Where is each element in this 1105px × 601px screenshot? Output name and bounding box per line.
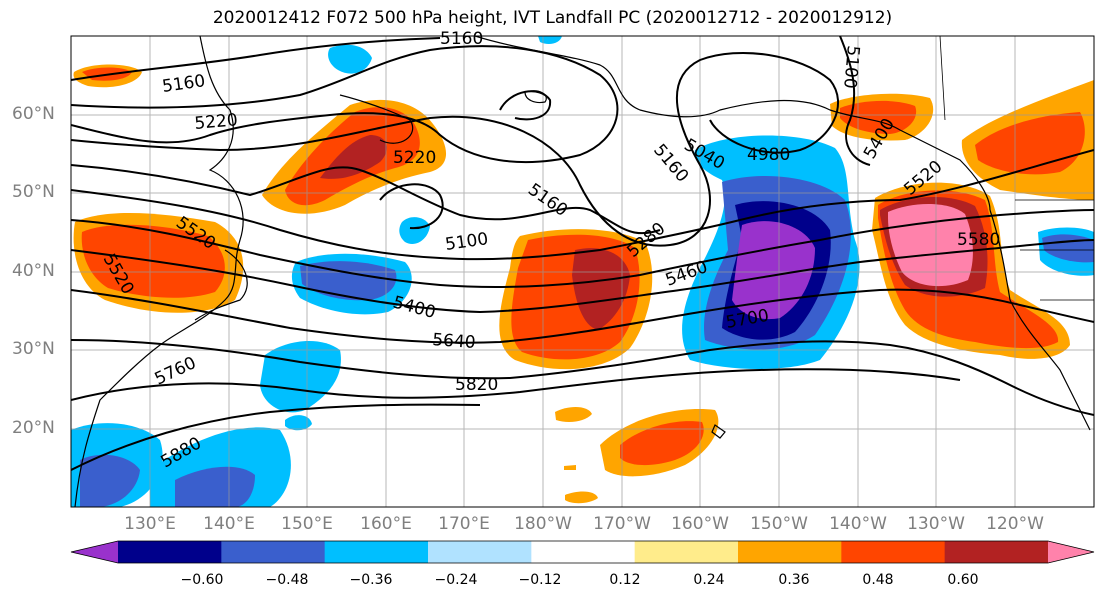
lat-label: 40°N xyxy=(12,261,55,281)
colorbar-tick-label: −0.60 xyxy=(180,572,224,588)
contour-line xyxy=(71,239,1094,314)
ivt-negative-region xyxy=(732,221,815,320)
contour-line xyxy=(71,51,840,247)
colorbar-segment xyxy=(1048,541,1094,563)
map-title: 2020012412 F072 500 hPa height, IVT Land… xyxy=(212,8,893,28)
colorbar-tick-label: 0.12 xyxy=(609,572,641,588)
contour-line xyxy=(71,149,1094,261)
lat-label: 20°N xyxy=(12,418,55,438)
colorbar-outline xyxy=(70,540,1095,564)
height-contours xyxy=(71,36,1094,471)
colorbar-segment xyxy=(841,541,946,563)
colorbar-segment xyxy=(738,541,842,563)
contour-label: 5640 xyxy=(432,330,477,353)
lon-label: 140°E xyxy=(203,514,255,534)
ivt-negative-region xyxy=(538,36,562,44)
contour-label: 5160 xyxy=(440,29,483,49)
lon-label: 170°E xyxy=(438,514,490,534)
contour-line xyxy=(71,45,619,164)
colorbar-segment xyxy=(634,541,739,563)
lon-label: 150°W xyxy=(750,514,808,534)
map-frame xyxy=(70,35,1095,508)
colorbar-tick-label: −0.48 xyxy=(265,572,309,588)
ivt-positive-region xyxy=(572,248,630,330)
contour-label: 5580 xyxy=(957,230,1000,250)
colorbar-tick-label: 0.60 xyxy=(947,572,979,588)
contour-line xyxy=(71,209,1094,288)
contour-line xyxy=(71,403,481,471)
ivt-negative-region xyxy=(175,466,255,507)
colorbar xyxy=(70,540,1095,564)
colorbar-segment xyxy=(71,541,118,563)
colorbar-tick-label: 0.36 xyxy=(778,572,810,588)
colorbar-tick-label: −0.36 xyxy=(349,572,393,588)
state-border xyxy=(939,36,1094,301)
ivt-positive-region xyxy=(555,406,592,422)
contour-line xyxy=(839,36,871,166)
island xyxy=(711,424,726,439)
colorbar-segment xyxy=(221,541,326,563)
alaska-coastline xyxy=(474,36,991,211)
contour-label: 5220 xyxy=(194,110,239,134)
kamchatka-coastline xyxy=(339,94,414,144)
contour-label: 4980 xyxy=(747,145,790,165)
contour-label: 5100 xyxy=(839,45,863,90)
lon-label: 130°W xyxy=(907,514,965,534)
colorbar-tick-label: 0.48 xyxy=(862,572,894,588)
ivt-negative-region xyxy=(399,217,430,245)
coastlines xyxy=(74,36,1094,507)
contour-line xyxy=(71,339,1094,416)
lat-label: 50°N xyxy=(12,182,55,202)
lon-label: 170°W xyxy=(593,514,651,534)
lat-label: 30°N xyxy=(12,339,55,359)
colorbar-tick-label: 0.24 xyxy=(693,572,725,588)
lon-label: 140°W xyxy=(829,514,887,534)
lon-label: 150°E xyxy=(281,514,333,534)
colorbar-segment xyxy=(324,541,429,563)
lon-label: 160°E xyxy=(360,514,412,534)
lon-label: 160°W xyxy=(671,514,729,534)
lon-label: 180°W xyxy=(514,514,572,534)
graticule xyxy=(71,36,1094,507)
colorbar-segment xyxy=(944,541,1049,563)
contour-line xyxy=(71,164,661,235)
contour-line xyxy=(71,288,1094,344)
ivt-positive-region xyxy=(840,100,917,134)
contour-label: 5220 xyxy=(393,148,436,168)
contour-line xyxy=(71,37,441,81)
ivt-negative-region xyxy=(285,415,312,431)
lon-label: 120°W xyxy=(986,514,1044,534)
ivt-positive-region xyxy=(564,465,576,470)
contour-line xyxy=(499,90,552,121)
ivt-negative-region xyxy=(328,44,372,74)
colorbar-segment xyxy=(118,541,222,563)
ivt-shading xyxy=(71,36,1094,507)
north-america-west-coastline xyxy=(989,209,1091,431)
colorbar-tick-label: −0.24 xyxy=(434,572,478,588)
contour-line xyxy=(379,183,444,230)
lon-label: 130°E xyxy=(124,514,176,534)
colorbar-segment xyxy=(428,541,532,563)
ivt-positive-region xyxy=(565,491,598,504)
contour-label: 5820 xyxy=(455,375,498,395)
colorbar-tick-label: −0.12 xyxy=(518,572,562,588)
ivt-negative-region xyxy=(80,454,140,507)
ivt-positive-region xyxy=(620,421,704,466)
lat-label: 60°N xyxy=(12,104,55,124)
ivt-positive-region xyxy=(975,112,1085,175)
contour-line xyxy=(71,368,961,401)
colorbar-segment xyxy=(531,541,636,563)
ivt-negative-region xyxy=(300,261,397,301)
asia-coastline xyxy=(74,36,244,507)
